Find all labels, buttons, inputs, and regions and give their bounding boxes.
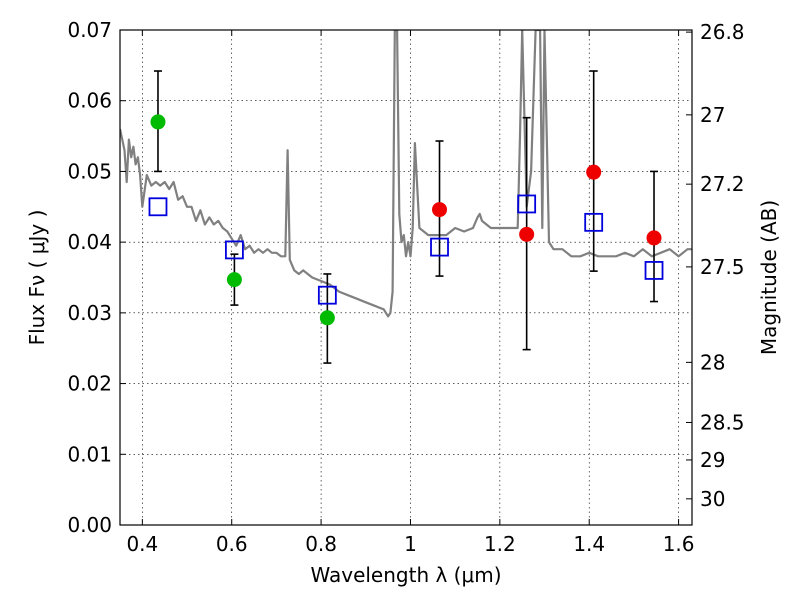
blue-square-data-point: [317, 285, 337, 305]
y-axis-ticks: 0.00 0.01 0.02 0.03 0.04 0.05 0.06 0.07: [67, 18, 126, 537]
y2-tick-label: 27.5: [700, 255, 745, 279]
blue-square-data-point: [430, 237, 449, 257]
x-axis-ticks: 0.4 0.6 0.8 1 1.2 1.4 1.6: [126, 30, 695, 556]
spectrum-line: [120, 30, 692, 318]
x-tick-label: 0.8: [305, 532, 337, 556]
y-tick-label: 0.01: [67, 442, 112, 466]
blue-square-data-point: [517, 194, 537, 214]
y2-axis-ticks: 26.8 27 27.2 27.5 28 28.5 29 30: [686, 20, 745, 511]
red-data-point: [586, 164, 602, 180]
green-data-point: [319, 310, 335, 326]
y-tick-label: 0.07: [67, 18, 112, 42]
red-data-point: [519, 226, 535, 242]
error-bars: [153, 70, 659, 364]
y-tick-label: 0.02: [67, 372, 112, 396]
red-data-point: [646, 230, 662, 246]
grid: [120, 29, 692, 526]
blue-square-data-point: [584, 212, 604, 232]
x-axis-label: Wavelength λ (μm): [310, 563, 501, 587]
blue-square-data-point: [148, 197, 168, 217]
data-markers: [148, 114, 664, 326]
y2-tick-label: 27.2: [700, 172, 745, 196]
model-spectrum: [120, 30, 692, 318]
y-axis-label: Flux Fν ( μJy ): [25, 210, 49, 346]
blue-square-data-point: [224, 240, 244, 260]
y2-tick-label: 28: [700, 350, 725, 374]
green-data-point: [226, 272, 242, 288]
green-data-point: [150, 114, 166, 130]
x-tick-label: 0.4: [126, 532, 158, 556]
y2-tick-label: 26.8: [700, 20, 745, 44]
y-tick-label: 0.04: [67, 230, 112, 254]
y2-axis-label: Magnitude (AB): [757, 200, 781, 355]
y2-tick-label: 28.5: [700, 410, 745, 434]
y-tick-label: 0.00: [67, 513, 112, 537]
plot-frame: [119, 29, 693, 526]
x-tick-label: 1.4: [573, 532, 605, 556]
x-tick-label: 1.2: [484, 532, 516, 556]
y-tick-label: 0.05: [67, 159, 112, 183]
red-data-point: [432, 202, 448, 218]
x-tick-label: 1.6: [663, 532, 695, 556]
y-tick-label: 0.06: [67, 89, 112, 113]
y2-tick-label: 30: [700, 487, 725, 511]
x-tick-label: 1: [404, 532, 417, 556]
x-tick-label: 0.6: [216, 532, 248, 556]
y2-tick-label: 29: [700, 448, 725, 472]
y-tick-label: 0.03: [67, 301, 112, 325]
blue-square-data-point: [644, 261, 664, 280]
y2-tick-label: 27: [700, 103, 725, 127]
